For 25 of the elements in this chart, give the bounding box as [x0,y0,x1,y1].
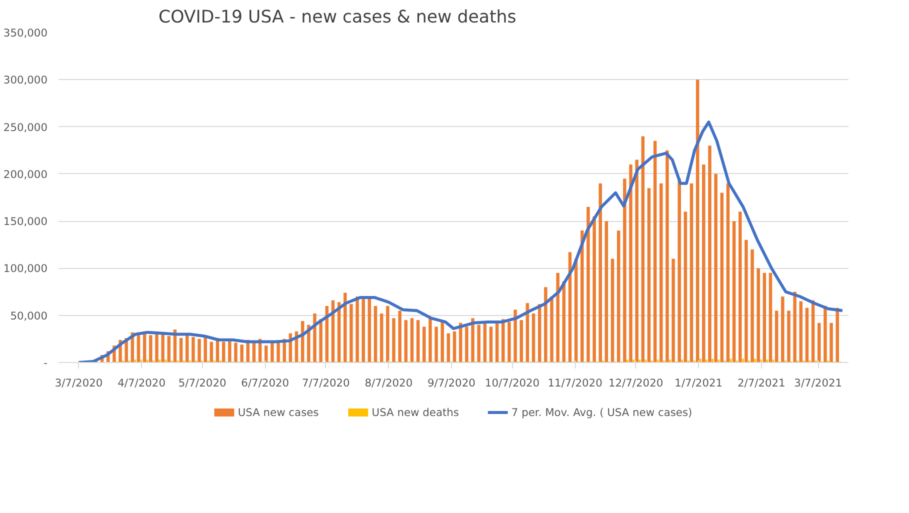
y-tick-label: 200,000 [3,168,48,181]
legend-label: 7 per. Mov. Avg. ( USA new cases) [511,406,692,419]
x-tick-label: 12/7/2020 [608,376,664,390]
x-tick-label: 11/7/2020 [548,376,603,390]
y-tick-label: 50,000 [10,309,48,322]
y-tick-label: 300,000 [3,74,48,87]
x-tick-label: 5/7/2020 [178,376,226,390]
x-tick-label: 9/7/2020 [428,376,476,390]
y-tick-label: 350,000 [3,26,48,40]
chart-title: COVID-19 USA - new cases & new deaths [158,8,516,28]
x-tick-label: 10/7/2020 [484,376,540,390]
x-tick-label: 3/7/2021 [794,376,842,390]
x-tick-label: 4/7/2020 [118,376,166,390]
x-tick-label: 6/7/2020 [241,376,290,390]
legend-label: USA new cases [238,406,320,419]
x-tick-label: 2/7/2021 [737,376,786,390]
y-tick-label: 100,000 [3,262,48,276]
x-tick-label: 7/7/2020 [302,376,350,390]
y-tick-label: 250,000 [3,120,48,134]
x-tick-label: 3/7/2020 [54,376,103,390]
y-tick-label: - [44,356,48,370]
y-tick-label: 150,000 [3,215,48,228]
x-tick-label: 8/7/2020 [364,376,413,390]
x-tick-label: 1/7/2021 [674,376,723,390]
legend-label: USA new deaths [372,406,460,419]
